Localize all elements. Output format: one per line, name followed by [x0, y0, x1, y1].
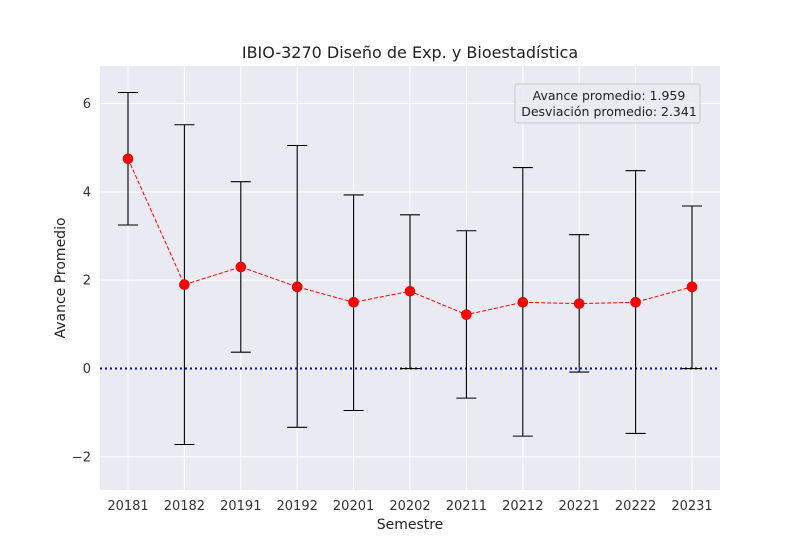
- data-point: [630, 296, 641, 308]
- x-tick-label: 20231: [671, 499, 712, 514]
- annotation-mean: Avance promedio: 1.959: [533, 88, 686, 103]
- data-point: [573, 298, 585, 309]
- data-point: [404, 285, 416, 297]
- x-tick-labels: 20181 20182 20191 20192 20201 20202 20211 20212…: [107, 499, 712, 514]
- y-tick-label: 2: [83, 274, 91, 289]
- y-axis-label: Avance Promedio: [53, 217, 69, 338]
- annotation-frame: [514, 83, 701, 124]
- data-point: [686, 281, 698, 293]
- data-point: [291, 281, 303, 293]
- x-tick-label: 20212: [502, 499, 543, 514]
- data-point: [179, 279, 190, 290]
- x-tick-label: 20202: [389, 499, 430, 514]
- x-tick-label: 20192: [277, 499, 318, 514]
- data-point: [235, 261, 247, 273]
- x-tick-label: 20221: [559, 499, 600, 514]
- x-tick-label: 20181: [107, 499, 148, 514]
- x-tick-label: 20222: [615, 499, 656, 514]
- annotation-box: Avance promedio: 1.959 Desviación promed…: [514, 83, 701, 124]
- x-tick-label: 20201: [333, 499, 374, 514]
- data-point: [348, 296, 359, 308]
- x-tick-label: 20191: [220, 499, 261, 514]
- y-tick-labels: −2 0 2 4 6: [72, 97, 91, 465]
- annotation-deviation: Desviación promedio: 2.341: [521, 104, 697, 119]
- x-tick-label: 20211: [446, 499, 487, 514]
- y-tick-label: 6: [83, 97, 91, 112]
- data-points: [122, 153, 698, 320]
- chart-title: IBIO-3270 Diseño de Exp. y Bioestadístic…: [242, 43, 578, 62]
- data-point: [122, 153, 134, 165]
- y-tick-label: −2: [72, 450, 91, 465]
- x-axis-label: Semestre: [377, 517, 444, 533]
- y-tick-label: 0: [83, 362, 91, 377]
- data-point: [461, 309, 472, 320]
- x-tick-label: 20182: [164, 499, 205, 514]
- y-tick-label: 4: [83, 185, 91, 200]
- data-point: [517, 296, 529, 308]
